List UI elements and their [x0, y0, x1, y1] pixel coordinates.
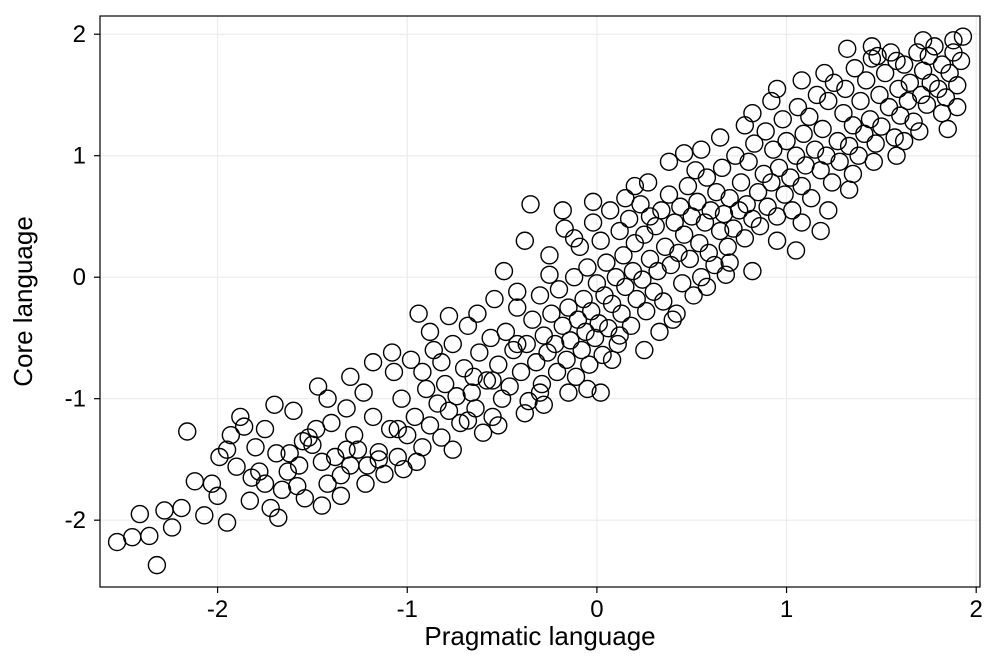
x-tick-label: 1 — [780, 596, 793, 623]
y-tick-label: 2 — [73, 21, 86, 48]
y-axis-label: Core language — [8, 216, 38, 387]
x-axis-label: Pragmatic language — [424, 621, 655, 651]
y-tick-label: -2 — [65, 507, 86, 534]
x-tick-label: 2 — [970, 596, 983, 623]
x-tick-label: -1 — [397, 596, 418, 623]
y-tick-label: -1 — [65, 386, 86, 413]
y-tick-label: 1 — [73, 143, 86, 170]
y-tick-label: 0 — [73, 264, 86, 291]
x-tick-label: -2 — [207, 596, 228, 623]
chart-svg: -2 -1 0 1 2 -2 -1 0 1 2 Pragmatic language Core lan… — [0, 0, 1000, 659]
scatter-chart: -2 -1 0 1 2 -2 -1 0 1 2 Pragmatic language Core lan… — [0, 0, 1000, 659]
x-tick-label: 0 — [590, 596, 603, 623]
